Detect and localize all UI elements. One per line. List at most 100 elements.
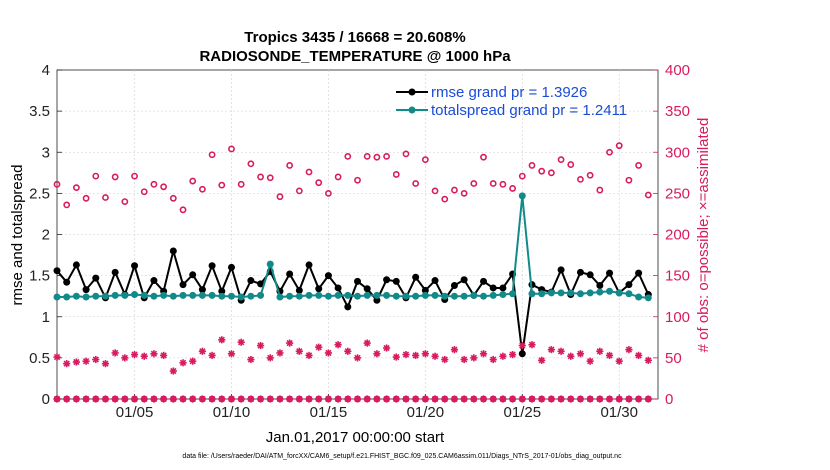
obs-assimilated-point — [644, 356, 652, 364]
obs-assimilated-point — [140, 352, 148, 360]
obs-assimilated-point — [179, 359, 187, 367]
obs-bottom-assimilated-point — [528, 395, 536, 403]
obs-assimilated-point — [237, 338, 245, 346]
rmse-point — [324, 272, 332, 280]
rmse-point — [499, 284, 507, 292]
obs-bottom-assimilated-point — [121, 395, 129, 403]
obs-possible-point — [295, 187, 303, 195]
obs-possible-point — [596, 186, 604, 194]
totalspread-point — [615, 289, 623, 297]
rmse-point — [354, 277, 361, 285]
totalspread-point — [131, 291, 139, 299]
obs-bottom-assimilated-point — [596, 395, 604, 403]
totalspread-point — [450, 292, 458, 300]
legend-rmse-label: rmse grand pr = 1.3926 — [431, 84, 587, 101]
obs-assimilated-point — [557, 347, 565, 355]
totalspread-point — [72, 292, 80, 300]
obs-assimilated-point — [528, 341, 536, 349]
rmse-point — [557, 266, 565, 274]
obs-assimilated-point — [412, 351, 420, 360]
obs-possible-point — [72, 184, 80, 192]
rmse-point — [227, 263, 235, 271]
obs-possible-point — [199, 185, 206, 193]
legend-totalspread-label: totalspread grand pr = 1.2411 — [431, 102, 627, 119]
obs-possible-point — [441, 195, 449, 203]
obs-assimilated-point — [276, 349, 284, 357]
legend: rmse grand pr = 1.3926 totalspread grand… — [396, 84, 627, 119]
y-tick-label-right: 350 — [665, 103, 690, 120]
rmse-point — [635, 269, 643, 277]
obs-assimilated-point — [373, 350, 381, 358]
obs-bottom-assimilated-point — [470, 395, 478, 403]
x-tick-label: 01/30 — [600, 404, 638, 421]
obs-bottom-assimilated-point — [334, 395, 342, 403]
rmse-point — [82, 286, 90, 294]
y-tick-label-left: 1.5 — [29, 268, 50, 285]
obs-possible-point — [383, 152, 390, 160]
obs-assimilated-point — [92, 355, 100, 364]
y-tick-label-right: 50 — [665, 350, 682, 367]
obs-possible-point — [218, 181, 226, 189]
obs-bottom-assimilated-point — [92, 395, 100, 403]
obs-assimilated-point — [305, 351, 313, 360]
totalspread-point — [266, 260, 274, 268]
x-tick-label: 01/05 — [116, 404, 154, 421]
x-tick-label: 01/25 — [504, 404, 542, 421]
obs-bottom-assimilated-point — [421, 395, 429, 403]
obs-bottom-assimilated-point — [72, 395, 80, 403]
obs-bottom-assimilated-point — [286, 395, 294, 403]
totalspread-point — [160, 291, 168, 299]
y-tick-label-left: 4 — [42, 62, 50, 79]
obs-possible-point — [625, 176, 633, 184]
obs-possible-point — [480, 153, 487, 161]
obs-possible-point — [286, 162, 294, 169]
rmse-point — [596, 281, 604, 289]
obs-assimilated-point — [421, 350, 429, 358]
obs-assimilated-point — [441, 355, 449, 364]
obs-assimilated-point — [130, 350, 139, 359]
obs-bottom-assimilated-point — [382, 395, 391, 403]
obs-possible-point — [499, 180, 507, 188]
obs-assimilated-point — [189, 357, 197, 365]
obs-assimilated-point — [547, 346, 555, 354]
obs-bottom-assimilated-point — [150, 395, 158, 403]
obs-assimilated-point — [615, 357, 623, 365]
obs-bottom-assimilated-point — [237, 395, 245, 403]
y-tick-label-left: 2.5 — [29, 185, 50, 202]
rmse-point — [257, 280, 265, 288]
rmse-point — [189, 271, 197, 279]
obs-possible-point — [131, 172, 138, 180]
y-tick-label-right: 200 — [665, 227, 690, 244]
rmse-point — [460, 276, 468, 284]
obs-possible-point — [363, 152, 371, 160]
obs-bottom-assimilated-point — [625, 395, 633, 403]
obs-assimilated-point — [169, 367, 177, 375]
obs-possible-point — [179, 206, 187, 214]
obs-bottom-assimilated-point — [53, 395, 61, 403]
totalspread-point — [441, 292, 449, 300]
obs-bottom-assimilated-point — [189, 395, 197, 403]
obs-possible-point — [276, 193, 284, 201]
y-tick-label-right: 400 — [665, 62, 690, 79]
obs-possible-point — [325, 189, 332, 197]
rmse-point — [392, 277, 400, 285]
obs-bottom-assimilated-point — [160, 395, 168, 403]
rmse-point — [421, 286, 429, 294]
obs-assimilated-point — [635, 351, 643, 360]
obs-possible-point — [373, 153, 381, 161]
totalspread-point — [198, 291, 206, 299]
x-tick-label: 01/10 — [213, 404, 251, 421]
obs-bottom-assimilated-point — [315, 395, 323, 403]
rmse-point — [334, 284, 342, 292]
totalspread-point — [189, 291, 197, 299]
obs-possible-point — [208, 151, 216, 159]
totalspread-point — [557, 289, 565, 297]
obs-assimilated-point — [63, 360, 71, 368]
totalspread-point — [247, 292, 255, 300]
totalspread-point — [324, 292, 332, 300]
obs-bottom-assimilated-point — [635, 395, 643, 403]
totalspread-point — [227, 292, 235, 300]
rmse-point — [92, 274, 100, 282]
y-tick-label-left: 3 — [42, 144, 50, 161]
